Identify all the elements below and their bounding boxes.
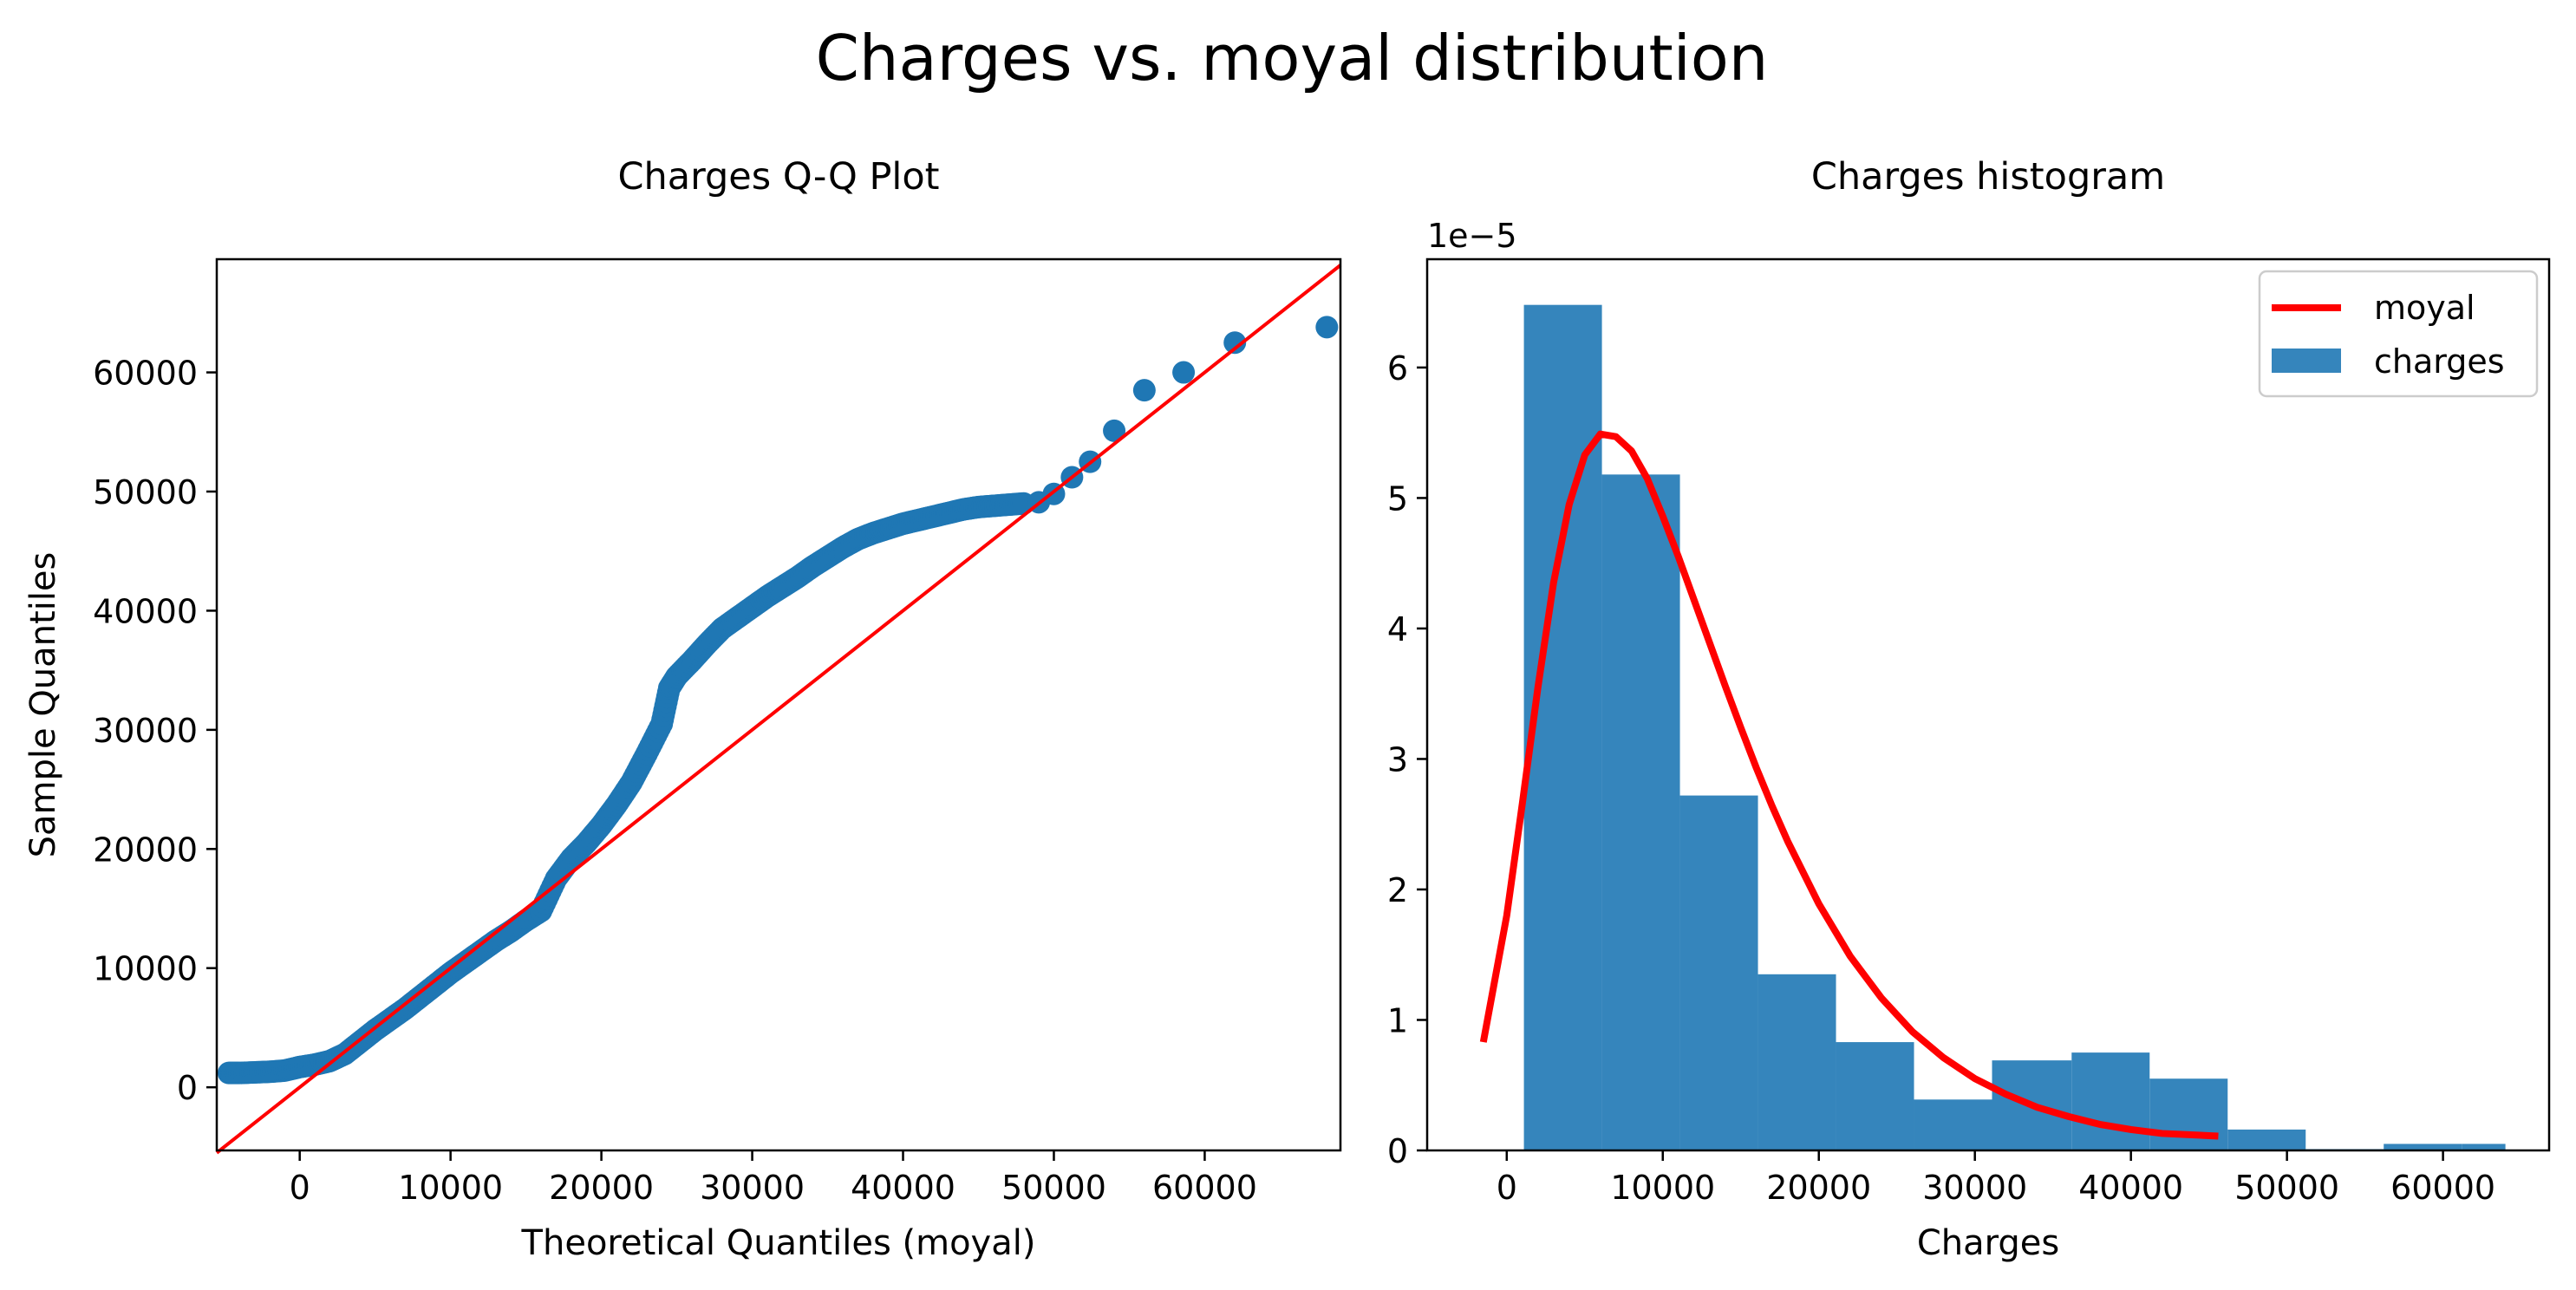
qq-y-tick-label: 50000: [93, 473, 198, 511]
qq-x-tick-label: 30000: [700, 1169, 805, 1207]
qq-y-axis-label: Sample Quantiles: [23, 552, 63, 858]
histogram-y-scale-label: 1e−5: [1427, 217, 1517, 255]
histogram-bar: [1836, 1042, 1914, 1150]
moyal-pdf-curve: [1479, 430, 2219, 1140]
histogram-bar: [1914, 1099, 1992, 1150]
histogram-y-tick-label: 3: [1387, 740, 1408, 779]
histogram-x-ticks: 0 10000 20000 30000 40000 50000 60000: [1497, 1150, 2495, 1207]
histogram-x-axis-label: Charges: [1917, 1223, 2059, 1263]
legend-moyal-label: moyal: [2374, 289, 2475, 327]
qq-points-group: [217, 316, 1339, 1085]
histogram-y-tick-label: 4: [1387, 610, 1408, 648]
qq-x-tick-label: 40000: [851, 1169, 955, 1207]
histogram-bar: [2149, 1078, 2228, 1150]
histogram-legend: moyal charges: [2258, 270, 2539, 398]
histogram-bar: [2227, 1129, 2306, 1150]
qq-x-ticks: 0 10000 20000 30000 40000 50000 60000: [290, 1150, 1257, 1207]
qq-plot: Charges Q-Q Plot 0 10000 20000 30000 40000 50…: [23, 155, 1342, 1263]
histogram-y-tick-label: 2: [1387, 871, 1408, 909]
qq-x-tick-label: 60000: [1152, 1169, 1257, 1207]
qq-point: [1103, 419, 1126, 442]
qq-reference-line: [215, 264, 1342, 1155]
histogram-y-tick-label: 5: [1387, 479, 1408, 518]
legend-charges-label: charges: [2374, 342, 2505, 381]
qq-plot-frame: [215, 257, 1342, 1152]
histogram-bar: [2071, 1052, 2150, 1150]
histogram-bar: [2462, 1143, 2506, 1150]
qq-y-tick-label: 60000: [93, 355, 198, 393]
histogram-bar: [1758, 974, 1836, 1150]
histogram-bar: [1601, 474, 1680, 1150]
legend-charges-swatch: [2272, 349, 2341, 373]
figure-suptitle: Charges vs. moyal distribution: [816, 22, 1769, 94]
histogram-x-tick-label: 20000: [1766, 1169, 1871, 1207]
qq-x-tick-label: 10000: [398, 1169, 503, 1207]
histogram-title: Charges histogram: [1811, 155, 2165, 199]
qq-point: [1223, 331, 1247, 355]
histogram-y-tick-label: 0: [1387, 1132, 1408, 1170]
qq-x-tick-label: 0: [290, 1169, 310, 1207]
histogram-frame: [1425, 257, 2551, 1152]
histogram-y-ticks: 0 1 2 3 4 5 6: [1387, 349, 1427, 1170]
histogram-x-tick-label: 40000: [2078, 1169, 2183, 1207]
qq-y-tick-label: 40000: [93, 592, 198, 630]
qq-plot-title: Charges Q-Q Plot: [617, 155, 939, 199]
qq-y-tick-label: 10000: [93, 950, 198, 988]
histogram-x-tick-label: 60000: [2390, 1169, 2495, 1207]
qq-y-tick-label: 0: [177, 1069, 198, 1107]
qq-y-ticks: 0 10000 20000 30000 40000 50000 60000: [93, 355, 217, 1107]
qq-x-axis-label: Theoretical Quantiles (moyal): [521, 1223, 1036, 1263]
histogram-bar: [2384, 1143, 2462, 1150]
histogram-bars-group: [1523, 304, 2506, 1151]
qq-x-tick-label: 20000: [549, 1169, 654, 1207]
histogram-plot: Charges histogram 0 10000 20000 30000 40000 5…: [1387, 155, 2551, 1263]
qq-point: [1315, 316, 1339, 339]
qq-y-tick-label: 30000: [93, 712, 198, 750]
qq-x-tick-label: 50000: [1001, 1169, 1106, 1207]
histogram-y-tick-label: 1: [1387, 1001, 1408, 1039]
histogram-bar: [1679, 795, 1758, 1150]
qq-point: [1132, 379, 1156, 402]
histogram-y-tick-label: 6: [1387, 349, 1408, 388]
histogram-x-tick-label: 10000: [1610, 1169, 1715, 1207]
histogram-x-tick-label: 50000: [2234, 1169, 2339, 1207]
histogram-x-tick-label: 0: [1497, 1169, 1517, 1207]
qq-point: [1172, 361, 1196, 384]
qq-y-tick-label: 20000: [93, 831, 198, 869]
histogram-x-tick-label: 30000: [1922, 1169, 2027, 1207]
